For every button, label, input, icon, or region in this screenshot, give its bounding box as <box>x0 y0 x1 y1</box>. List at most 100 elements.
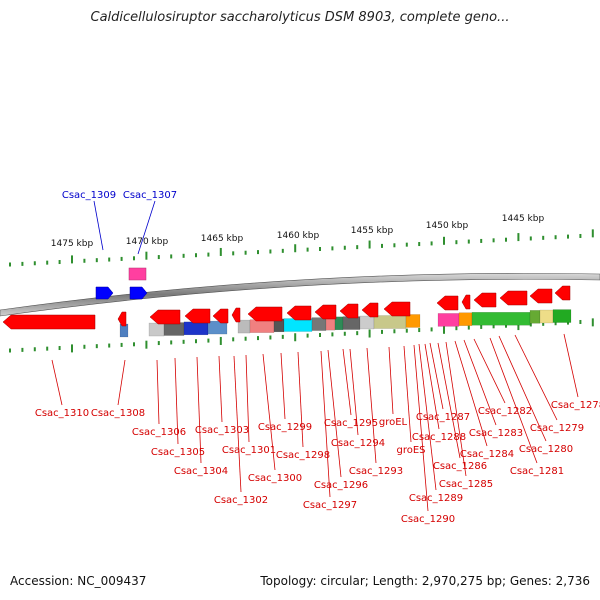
leader-line <box>327 349 342 478</box>
ruler-tick <box>182 339 185 344</box>
label-leader-lines <box>51 200 579 512</box>
ruler-tick <box>517 233 520 242</box>
ruler-tick <box>207 252 210 257</box>
ruler-tick <box>368 240 371 249</box>
reverse-gene-label: Csac_1305 <box>151 447 205 458</box>
reverse-gene-arrow <box>231 307 241 323</box>
reverse-gene-label: Csac_1298 <box>276 450 330 461</box>
ruler-tick <box>393 329 396 334</box>
ruler-tick <box>95 258 98 263</box>
leader-line <box>233 355 242 493</box>
ruler-tick <box>331 246 334 251</box>
reverse-gene-label: Csac_1283 <box>469 428 523 439</box>
ruler-tick <box>567 320 569 325</box>
reverse-gene-arrow <box>361 302 379 318</box>
ruler-tick <box>21 347 24 352</box>
reverse-gene-arrow <box>286 305 312 321</box>
scale-label: 1475 kbp <box>51 239 94 249</box>
reverse-gene-label: Csac_1282 <box>478 406 532 417</box>
reverse-gene-arrow <box>117 311 127 327</box>
ruler-tick <box>430 327 433 332</box>
reverse-gene-arrow <box>314 304 337 320</box>
accession-text: Accession: NC_009437 <box>10 574 147 588</box>
scale-label: 1450 kbp <box>426 221 469 231</box>
ruler-tick <box>257 336 259 341</box>
reverse-gene-arrow <box>499 290 528 306</box>
ruler-tick <box>480 238 483 243</box>
ruler-tick <box>505 237 507 242</box>
reverse-gene-label: groES <box>396 445 425 456</box>
ruler-tick <box>83 258 86 263</box>
reverse-gene-arrow <box>184 308 211 324</box>
ruler-tick <box>418 242 421 247</box>
ruler-tick <box>430 241 433 246</box>
ruler-tick <box>257 250 259 255</box>
ruler-tick <box>83 344 86 349</box>
ruler-tick <box>145 340 148 349</box>
scale-label: 1460 kbp <box>277 231 320 241</box>
reverse-gene-arrow <box>554 285 571 301</box>
ruler-tick <box>554 235 557 240</box>
ruler-tick <box>529 322 532 327</box>
leader-line <box>514 334 558 421</box>
ruler-tick <box>219 247 222 256</box>
leader-line <box>388 346 394 415</box>
ruler-tick <box>542 235 545 240</box>
ruler-tick <box>579 233 582 238</box>
ruler-tick <box>195 339 197 344</box>
scale-label: 1455 kbp <box>351 226 394 236</box>
ruler-tick <box>542 321 545 326</box>
leader-line <box>137 200 156 255</box>
ruler-tick <box>343 245 346 250</box>
feature-band <box>529 310 541 324</box>
reverse-gene-label: Csac_1310 <box>35 408 89 419</box>
ruler-tick <box>455 240 458 245</box>
reverse-gene-label: Csac_1288 <box>412 432 466 443</box>
ruler-tick <box>529 236 532 241</box>
reverse-gene-label: Csac_1286 <box>433 461 487 472</box>
reverse-gene-label: Csac_1297 <box>303 500 357 511</box>
feature-band <box>207 320 228 335</box>
ruler-tick <box>467 325 470 330</box>
leader-line <box>563 333 579 398</box>
reverse-gene-label: groEL <box>379 417 408 428</box>
leader-line <box>489 337 538 464</box>
ruler-tick <box>294 333 297 342</box>
ruler-tick <box>269 335 272 340</box>
reverse-gene-label: Csac_1308 <box>91 408 145 419</box>
reverse-gene-label: Csac_1303 <box>195 425 249 436</box>
feature-band <box>311 317 327 331</box>
ruler-tick <box>343 331 346 336</box>
leader-line <box>349 348 359 436</box>
reverse-gene-label: Csac_1287 <box>416 412 470 423</box>
ruler-tick <box>319 247 321 251</box>
leader-line <box>437 342 461 459</box>
ruler-tick <box>145 251 148 260</box>
reverse-gene-label: Csac_1300 <box>248 473 302 484</box>
ruler-tick <box>157 255 160 260</box>
ruler-tick <box>467 239 470 244</box>
forward-gene-label: Csac_1307 <box>123 190 177 201</box>
reverse-gene-arrow <box>529 288 553 304</box>
leader-line <box>342 348 352 416</box>
leader-line <box>403 345 412 443</box>
reverse-gene-label: Csac_1290 <box>401 514 455 525</box>
ruler-tick <box>405 328 408 333</box>
reverse-gene-label: Csac_1280 <box>519 444 573 455</box>
feature-band <box>163 322 185 336</box>
leader-line <box>174 357 179 445</box>
ruler-tick <box>170 340 173 345</box>
ruler-tick <box>219 336 222 345</box>
ruler-tick <box>480 324 483 329</box>
feature-band <box>437 313 460 327</box>
reverse-gene-label: Csac_1295 <box>324 418 378 429</box>
feature-block <box>128 267 147 281</box>
ruler-tick <box>195 253 197 258</box>
genome-summary-text: Topology: circular; Length: 2,970,275 bp… <box>260 574 590 588</box>
reverse-gene-label: Csac_1306 <box>132 427 186 438</box>
feature-band <box>249 319 275 333</box>
leader-line <box>429 342 444 410</box>
ruler-tick <box>108 343 111 348</box>
leader-line <box>93 200 104 251</box>
ruler-tick <box>356 331 359 336</box>
